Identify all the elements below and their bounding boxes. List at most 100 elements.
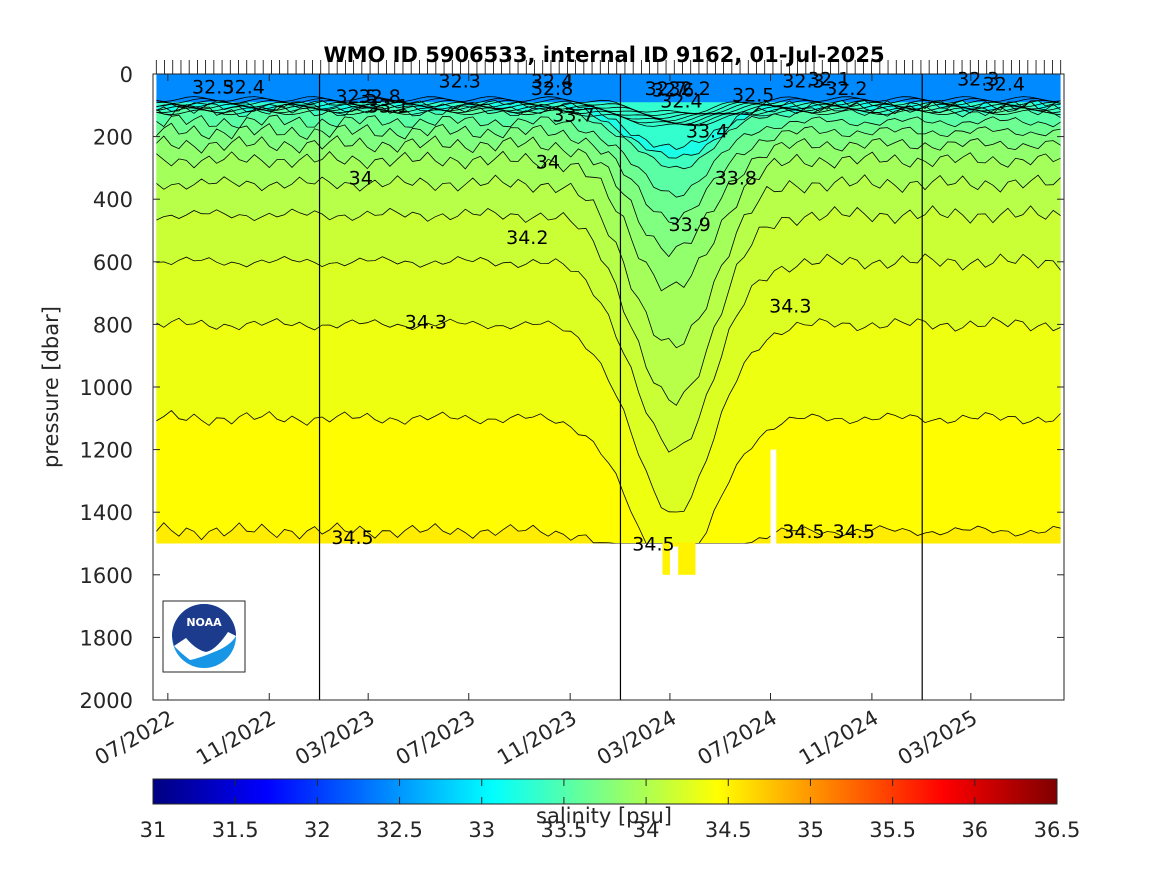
colorbar-tick-label: 31 <box>140 818 167 842</box>
colorbar-tick-label: 36.5 <box>1034 818 1081 842</box>
colorbar-tick-label: 32.5 <box>376 818 423 842</box>
y-tick-label: 1200 <box>80 439 133 463</box>
colorbar-tick-label: 33.5 <box>541 818 588 842</box>
contour-label: 32.4 <box>983 73 1025 95</box>
contour-label: 32.8 <box>359 86 401 108</box>
y-tick-label: 1800 <box>80 626 133 650</box>
y-axis: 0 200 400 600 800 1000 1200 1400 1600 1800 2000 <box>80 63 1064 713</box>
contour-label: 34.5 <box>632 534 674 556</box>
contour-line <box>156 114 1061 198</box>
contour-line <box>156 410 1061 544</box>
contour-label: 33.1 <box>367 95 409 117</box>
y-tick-label: 2000 <box>80 689 133 713</box>
contour-label: 32.5 <box>732 84 774 106</box>
contour-label: 32.4 <box>223 77 265 99</box>
x-tick-label: 07/2023 <box>392 706 480 770</box>
chart-title: WMO ID 5906533, internal ID 9162, 01-Jul… <box>323 43 884 67</box>
logo-text: NOAA <box>186 616 222 629</box>
colorbar-tick-label: 36 <box>961 818 988 842</box>
colorbar-label: salinity [psu] <box>536 804 672 828</box>
contour-label: 33.7 <box>552 105 594 127</box>
contour-label: 34.3 <box>405 311 447 333</box>
profile-tick-marks <box>155 60 1062 74</box>
y-axis-label: pressure [dbar] <box>39 306 63 468</box>
colorbar-gradient <box>152 778 1058 805</box>
x-tick-label: 11/2023 <box>493 706 581 770</box>
contour-label: 34.5 <box>331 527 373 549</box>
y-tick-label: 1000 <box>80 376 133 400</box>
contour-label: 34.5 <box>833 521 875 543</box>
colorbar: 31 31.5 32 32.5 33 33.5 34 34.5 35 35.5 36 36.5 sal… <box>140 778 1081 842</box>
contour-line <box>156 122 1061 225</box>
y-tick-label: 200 <box>93 126 133 150</box>
salinity-heatmap <box>156 74 1061 544</box>
noaa-logo: NOAA <box>162 600 246 673</box>
heatmap-band <box>156 522 1061 544</box>
x-tick-label: 03/2025 <box>894 706 982 770</box>
contour-line-surface <box>156 96 1061 115</box>
colorbar-tick-label: 32 <box>304 818 331 842</box>
y-tick-label: 600 <box>93 251 133 275</box>
contour-line-surface <box>156 99 1061 120</box>
contour-label: 32.3 <box>439 70 481 92</box>
contour-label: 32.5 <box>335 86 377 108</box>
contour-label: 33.9 <box>669 214 711 236</box>
contour-line <box>156 205 1061 406</box>
y-tick-label: 1400 <box>80 501 133 525</box>
contour-label: 32.6 <box>652 80 694 102</box>
contour-line <box>155 522 1061 544</box>
contour-label: 34 <box>349 167 373 189</box>
x-tick-label: 03/2023 <box>291 706 379 770</box>
y-tick-label: 800 <box>93 313 133 337</box>
extended-profile <box>662 542 670 575</box>
logo-gull <box>174 632 236 660</box>
contour-label: 34.3 <box>769 296 811 318</box>
contour-line-surface <box>156 97 1061 117</box>
contour-labels: 32.532.4 32.3 32.432.532.8 32.833.1 33.732.7… <box>192 69 1025 556</box>
contour-label: 32.2 <box>669 78 711 100</box>
contour-label: 34 <box>536 152 560 174</box>
y-tick-label: 0 <box>120 63 133 87</box>
y-tick-label: 400 <box>93 188 133 212</box>
colorbar-tick-label: 35 <box>797 818 824 842</box>
contour-label: 32.4 <box>531 70 573 92</box>
x-tick-label: 03/2024 <box>593 706 681 770</box>
contour-line <box>156 174 1061 349</box>
colorbar-tick-label: 34 <box>633 818 660 842</box>
colorbar-tick-label: 35.5 <box>869 818 916 842</box>
x-tick-label: 11/2024 <box>795 706 883 770</box>
colorbar-tick-label: 31.5 <box>212 818 259 842</box>
contour-label: 34.5 <box>782 521 824 543</box>
contour-label: 34.2 <box>506 227 548 249</box>
contour-line <box>156 150 1061 292</box>
y-tick-label: 1600 <box>80 564 133 588</box>
contour-label: 32.7 <box>645 78 687 100</box>
colorbar-tick-label: 33 <box>468 818 495 842</box>
logo-top <box>172 604 236 652</box>
x-tick-label: 07/2024 <box>693 706 781 770</box>
contour-label: 32.3 <box>782 70 824 92</box>
contour-label: 32.8 <box>531 78 573 100</box>
extended-profile <box>672 542 679 547</box>
x-tick-label: 07/2022 <box>91 706 179 770</box>
mask-gap <box>770 449 777 545</box>
contour-label: 33.8 <box>715 167 757 189</box>
contour-label: 32.2 <box>825 78 867 100</box>
contour-line <box>156 253 1062 453</box>
contour-label: 32.4 <box>660 91 702 113</box>
mask-below-profiles <box>153 543 1064 700</box>
contour-line-surface <box>156 109 1061 127</box>
colorbar-ticks: 31 31.5 32 32.5 33 33.5 34 34.5 35 35.5 36 36.5 <box>140 779 1081 842</box>
colorbar-tick-label: 34.5 <box>705 818 752 842</box>
year-boundaries <box>318 74 923 700</box>
heatmap-band <box>156 410 1061 544</box>
contour-line <box>156 316 1061 513</box>
contour-line <box>156 135 1061 258</box>
contour-label: 33.4 <box>686 120 728 142</box>
contour-line-surface <box>156 107 1061 126</box>
contour-label: 32.5 <box>192 77 234 99</box>
x-tick-label: 11/2022 <box>192 706 280 770</box>
contour-lines <box>155 96 1062 544</box>
extended-profile <box>678 542 696 575</box>
